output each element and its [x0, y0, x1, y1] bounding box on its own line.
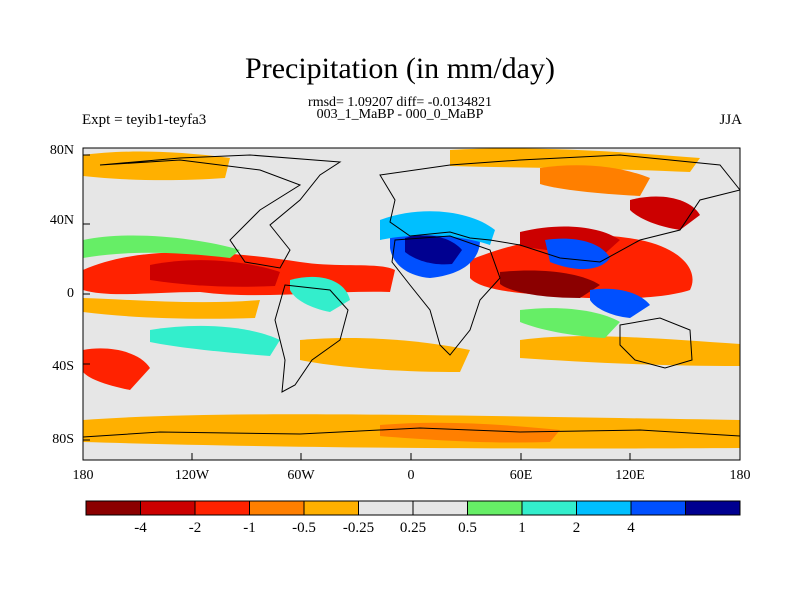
lat-tick-label: 40N — [49, 213, 74, 228]
lon-tick-label: 180 — [72, 468, 94, 483]
anomaly-patch — [300, 338, 470, 372]
anomaly-patch — [520, 336, 740, 366]
continent-outline — [379, 154, 740, 263]
axis-ticks — [83, 154, 631, 460]
colorbar-label: 4 — [627, 520, 635, 536]
colorbar-swatch — [85, 500, 141, 516]
lat-tick-label: 0 — [67, 286, 74, 301]
statistics-line: rmsd= 1.09207 diff= -0.0134821 — [308, 95, 492, 110]
lon-tick-label: 60E — [509, 468, 533, 483]
map-field — [83, 148, 740, 460]
colorbar-swatch — [467, 500, 523, 516]
anomaly-patch — [520, 308, 620, 338]
lat-tick-label: 40S — [52, 359, 74, 374]
colorbar-swatch — [576, 500, 632, 516]
colorbar-label: 1 — [518, 520, 526, 536]
anomaly-patch — [630, 196, 700, 230]
continent-outline — [619, 317, 693, 369]
anomaly-patch — [290, 276, 350, 312]
colorbar-label: 0.25 — [399, 520, 427, 536]
lon-tick-label: 120E — [615, 468, 645, 483]
experiment-label: Expt = teyib1-teyfa3 — [82, 112, 207, 128]
continent-outline — [99, 154, 342, 269]
colorbar — [85, 500, 741, 516]
colorbar-label: -4 — [134, 520, 147, 536]
plot-title: Precipitation (in mm/day) — [245, 52, 555, 85]
colorbar-swatch — [140, 500, 196, 516]
colorbar-label: -0.25 — [342, 520, 375, 536]
anomaly-patch — [450, 148, 700, 172]
colorbar-label: -0.5 — [292, 520, 316, 536]
anomaly-patch — [380, 422, 560, 443]
colorbar-label: 2 — [572, 520, 581, 536]
experiment-comparison: 003_1_MaBP - 000_0_MaBP — [316, 107, 484, 122]
lon-tick-label: 60W — [287, 468, 315, 483]
lat-tick-label: 80N — [49, 143, 74, 158]
colorbar-swatch — [194, 500, 250, 516]
colorbar-swatch — [630, 500, 686, 516]
anomaly-patch — [540, 165, 650, 196]
anomaly-patch — [405, 235, 462, 265]
lon-tick-label: 120W — [174, 468, 210, 483]
colorbar-swatch — [412, 500, 468, 516]
colorbar-swatch — [685, 500, 741, 516]
anomaly-patch — [83, 151, 230, 181]
colorbar-swatch — [249, 500, 305, 516]
continent-outline — [83, 427, 740, 438]
colorbar-label: -1 — [243, 520, 256, 536]
lon-tick-label: 180 — [729, 468, 751, 483]
colorbar-swatch — [521, 500, 577, 516]
anomaly-patch — [500, 270, 600, 298]
anomaly-patch — [590, 288, 650, 318]
colorbar-label: 0.5 — [458, 520, 477, 536]
lon-tick-label: 0 — [407, 468, 415, 483]
anomaly-patch — [83, 235, 240, 258]
anomaly-patch — [83, 298, 260, 319]
lat-tick-label: 80S — [52, 432, 74, 447]
colorbar-swatch — [303, 500, 359, 516]
colorbar-label: -2 — [188, 520, 202, 536]
anomaly-patch — [83, 348, 150, 390]
colorbar-swatch — [358, 500, 414, 516]
season-label: JJA — [719, 112, 742, 128]
anomaly-patch — [150, 325, 280, 356]
continent-outline — [274, 284, 349, 393]
anomaly-patch — [150, 260, 280, 287]
continent-outline — [391, 235, 501, 356]
